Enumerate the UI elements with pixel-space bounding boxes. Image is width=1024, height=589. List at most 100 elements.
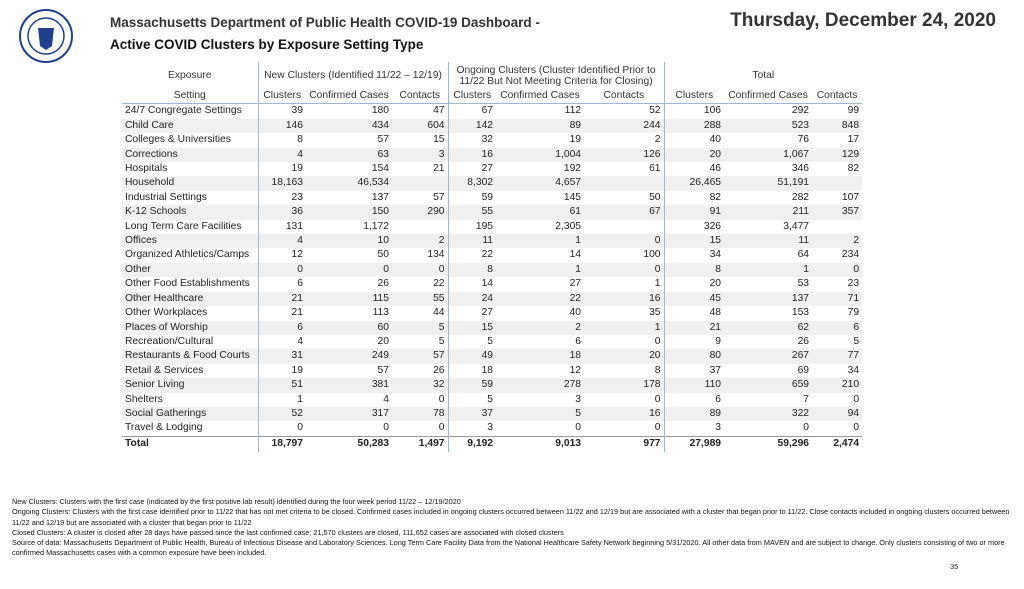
cell-value: 0 xyxy=(812,262,863,278)
table-row: Total 18,797 50,283 1,497 9,192 9,013 977 27,98… xyxy=(122,435,863,452)
cell-value: 20 xyxy=(663,277,725,292)
footnote: New Clusters: Clusters with the first ca… xyxy=(12,497,461,506)
cell-value xyxy=(392,176,449,191)
cell-value: 150 xyxy=(306,205,392,220)
row-label: Other Food Establishments xyxy=(125,278,250,290)
cell-value: 1 xyxy=(654,278,661,290)
table-row: Travel & Lodging 0 0 0 3 0 0 3 0 0 xyxy=(122,421,862,437)
cell-value: 79 xyxy=(847,307,860,319)
cell-value: 60 xyxy=(306,320,392,335)
row-label: Offices xyxy=(122,234,258,249)
cell-value: 5 xyxy=(438,335,445,347)
cell-value: 1 xyxy=(584,320,665,335)
cell-value: 137 xyxy=(371,191,389,203)
cell-value: 2,305 xyxy=(555,220,582,232)
column-header-row: Setting Clusters Confirmed Cases Contacts Cl… xyxy=(122,89,863,105)
cell-value: 22 xyxy=(496,291,585,307)
cell-value: 51 xyxy=(257,378,306,393)
cell-value: 40 xyxy=(569,307,582,319)
cell-value: 3 xyxy=(392,147,449,163)
cell-value: 180 xyxy=(371,105,389,117)
cell-value: 357 xyxy=(812,205,863,220)
cell-value: 0 xyxy=(654,335,661,347)
column-header: Setting xyxy=(122,89,258,105)
cell-value: 15 xyxy=(433,134,445,146)
cell-value: 78 xyxy=(392,406,449,422)
table-row: Shelters 1 4 0 5 3 0 6 7 0 xyxy=(122,392,862,407)
cell-value: 0 xyxy=(853,422,860,434)
cell-value: 27,989 xyxy=(663,435,725,452)
cell-value: 346 xyxy=(791,163,810,175)
cell-value: 2,474 xyxy=(812,435,863,452)
cell-value: 0 xyxy=(584,234,665,249)
cell-value: 21 xyxy=(257,306,306,321)
cell-value: 15 xyxy=(663,234,725,249)
row-label: Other Healthcare xyxy=(122,291,258,307)
cell-value: 53 xyxy=(797,278,810,290)
cell-value: 59,296 xyxy=(724,435,813,452)
cell-value: 31 xyxy=(257,349,306,364)
cell-value: 192 xyxy=(563,163,582,175)
cell-value: 18,797 xyxy=(257,435,306,452)
cell-value: 89 xyxy=(663,406,725,422)
cell-value: 6 xyxy=(812,320,863,335)
cell-value: 51,191 xyxy=(724,176,813,191)
cell-value: 0 xyxy=(257,421,306,437)
cell-value: 17 xyxy=(847,134,860,146)
cell-value: 50,283 xyxy=(306,435,392,452)
cell-value: 9,013 xyxy=(496,435,585,452)
cell-value: 57 xyxy=(377,364,389,376)
cell-value: 16 xyxy=(584,291,665,307)
cell-value: 290 xyxy=(392,205,449,220)
cell-value: 106 xyxy=(663,103,725,119)
cell-value: 26 xyxy=(377,278,389,290)
cell-value: 63 xyxy=(306,147,392,163)
table-row: Industrial Settings 23 137 57 59 145 50 82 282 10… xyxy=(122,190,862,206)
cell-value: 1,497 xyxy=(392,435,449,452)
row-label: Senior Living xyxy=(122,378,258,393)
cell-value: 4 xyxy=(257,334,306,350)
cell-value: 381 xyxy=(306,378,392,393)
cell-value: 6 xyxy=(663,392,725,407)
cell-value: 5 xyxy=(392,320,449,335)
cell-value: 1,172 xyxy=(363,220,389,232)
cell-value: 62 xyxy=(724,320,813,335)
cell-value: 134 xyxy=(427,249,445,261)
cell-value: 47 xyxy=(433,105,445,117)
cell-value: 40 xyxy=(663,133,725,148)
cell-value: 19 xyxy=(257,363,306,379)
cell-value: 80 xyxy=(663,349,725,364)
cell-value: 2 xyxy=(392,234,449,249)
cell-value: 6 xyxy=(257,320,306,335)
cell-value: 234 xyxy=(841,249,860,261)
cell-value: 244 xyxy=(584,118,665,134)
cell-value: 659 xyxy=(724,378,813,393)
column-header: Clusters xyxy=(447,89,497,105)
cell-value: 50 xyxy=(649,191,661,203)
row-label: Child Care xyxy=(122,118,258,134)
cell-value: 67 xyxy=(447,103,497,119)
column-header: Contacts xyxy=(392,89,449,105)
table-row: 24/7 Congregate Settings 39 180 47 67 112 52 10… xyxy=(122,103,862,119)
seal-logo xyxy=(19,9,73,63)
cell-value: 1,067 xyxy=(724,147,813,163)
cell-value: 99 xyxy=(847,105,860,117)
table-row: Senior Living 51 381 32 59 278 178 110 659 210 xyxy=(122,378,863,393)
cell-value: 12 xyxy=(257,248,306,263)
cell-value xyxy=(812,176,863,191)
column-header: Confirmed Cases xyxy=(724,89,813,105)
cell-value: 0 xyxy=(654,393,661,405)
cell-value: 32 xyxy=(447,133,497,148)
title: Massachusetts Department of Public Healt… xyxy=(110,15,540,30)
cell-value: 57 xyxy=(433,191,445,203)
cell-value: 82 xyxy=(847,163,860,175)
cell-value: 71 xyxy=(812,291,863,307)
row-label: Other Workplaces xyxy=(125,307,208,319)
cell-value: 24 xyxy=(447,291,497,307)
cell-value: 55 xyxy=(392,291,449,307)
cell-value: 37 xyxy=(663,363,725,379)
cell-value: 14 xyxy=(447,277,497,292)
cell-value: 2 xyxy=(654,134,661,146)
cell-value: 27 xyxy=(569,278,582,290)
row-label: Retail & Services xyxy=(125,364,204,376)
